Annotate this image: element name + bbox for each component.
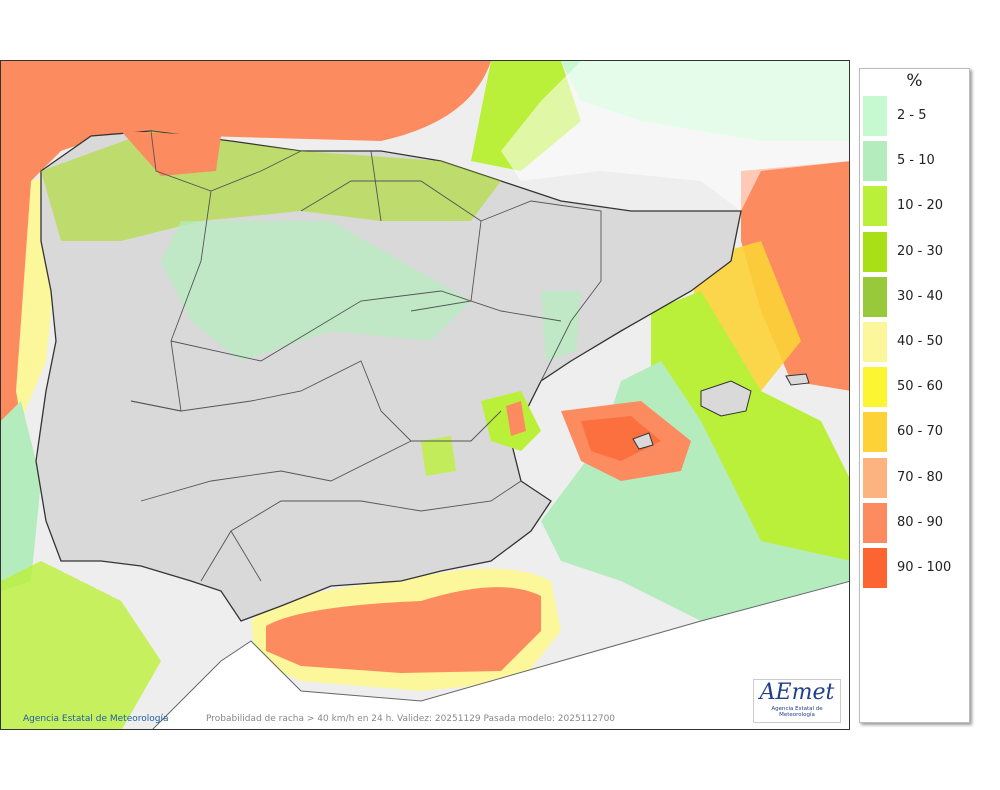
legend-swatch: [863, 231, 887, 272]
legend-label: 10 - 20: [897, 198, 944, 214]
legend-swatch: [863, 457, 887, 498]
legend-label: 5 - 10: [897, 153, 935, 169]
atlantic-high-zone: [1, 61, 491, 181]
legend-swatch: [863, 367, 887, 408]
menorca-island: [785, 373, 810, 386]
legend-panel: % 2 - 5 5 - 10 10 - 20 20 - 30 30 - 40 40 - 5…: [859, 68, 970, 723]
map-caption: Probabilidad de racha > 40 km/h en 24 h.…: [206, 714, 616, 724]
ibiza-island: [632, 432, 654, 450]
aemet-logo: AEmet Agencia Estatal de Meteorología: [753, 679, 841, 723]
legend-swatch: [863, 186, 887, 227]
legend-swatch: [863, 322, 887, 362]
legend-title: %: [906, 71, 923, 91]
legend-label: 80 - 90: [897, 514, 944, 530]
logo-name: AEmet: [759, 680, 835, 705]
north-africa-land: [153, 581, 849, 729]
logo-subtitle: Agencia Estatal de Meteorología: [771, 706, 823, 718]
mallorca-island: [700, 380, 752, 417]
copyright-text: Agencia Estatal de Meteorología: [23, 714, 169, 724]
legend-label: 70 - 80: [897, 469, 944, 485]
probability-map: Agencia Estatal de Meteorología Probabil…: [0, 60, 850, 730]
legend-label: 40 - 50: [897, 334, 944, 349]
legend-label: 2 - 5: [897, 108, 927, 123]
legend-label: 90 - 100: [897, 560, 952, 575]
legend-swatch: [863, 502, 887, 543]
france-land: [501, 61, 849, 211]
legend-swatch: [863, 96, 887, 136]
legend-swatch: [863, 412, 887, 453]
region-borders: [130, 130, 602, 582]
legend-swatch: [863, 276, 887, 317]
legend-label: 30 - 40: [897, 288, 944, 304]
gulf-of-lion-zone: [741, 161, 849, 391]
map-canvas: [1, 61, 849, 729]
legend-label: 20 - 30: [897, 243, 944, 259]
legend-label: 60 - 70: [897, 424, 944, 440]
legend-swatch: [863, 141, 887, 182]
legend-label: 50 - 60: [897, 379, 944, 395]
legend-swatch: [863, 548, 887, 588]
